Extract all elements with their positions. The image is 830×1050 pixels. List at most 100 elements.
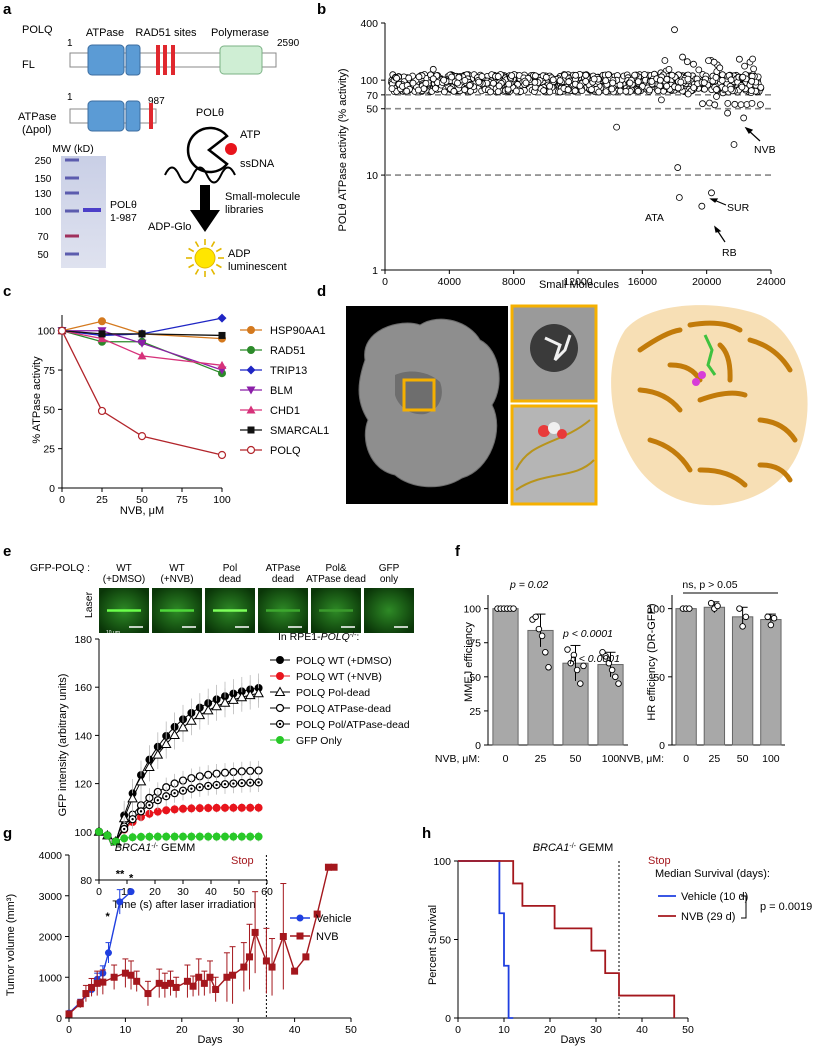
f-right-bar: [760, 619, 782, 746]
b-point: [748, 100, 756, 107]
f-right-bar: [703, 606, 726, 746]
g-significance-star: *: [105, 911, 110, 923]
fl-start: 1: [67, 38, 73, 49]
panel-label-c: c: [3, 283, 11, 300]
g-marker: [212, 985, 220, 993]
e-marker: [179, 804, 187, 813]
b-point: [595, 88, 603, 96]
g-ytick-label: 4000: [39, 850, 63, 862]
gel-band: [83, 208, 101, 212]
b-point: [582, 71, 590, 79]
c-marker: [137, 351, 147, 360]
f-pval-3: p < 0.0001: [569, 653, 620, 665]
ladder-band: [65, 158, 79, 162]
e-xtick-label: 0: [96, 886, 102, 898]
e-marker: [127, 792, 138, 803]
panel-label-g: g: [3, 825, 12, 842]
scheme-atp-label: ATP: [240, 129, 261, 141]
f-left-point: [577, 680, 584, 687]
panel-label-a: a: [3, 1, 12, 18]
f-left-xtick-label: 100: [602, 753, 620, 765]
b-ytick-label: 50: [366, 104, 378, 116]
b-point: [748, 77, 756, 85]
e-legend-label: POLQ Pol-dead: [296, 687, 370, 699]
b-point: [738, 83, 746, 91]
c-marker: [217, 450, 227, 460]
b-point: [508, 72, 516, 79]
c-legend-marker: [247, 346, 255, 354]
sun-icon: [186, 239, 224, 277]
sun-ray: [188, 247, 195, 253]
c-axes: 0 25 50 75 100 0 25 50 75 100: [37, 315, 231, 506]
fl-end: 2590: [277, 38, 300, 49]
e-ytick-label: 80: [80, 875, 92, 887]
f-right-point: [686, 605, 693, 612]
h-series: [458, 860, 676, 1019]
atpase-domain-1: [87, 100, 125, 132]
b-point: [741, 62, 748, 70]
g-marker: [245, 953, 253, 961]
g-marker: [251, 928, 259, 936]
e-legend-marker: [275, 703, 285, 713]
b-point: [448, 73, 456, 81]
e-image-title: WT: [169, 563, 185, 574]
b-ytick-label: 10: [366, 170, 378, 182]
sun-ray: [215, 247, 222, 253]
e-legend-label: POLQ WT (+DMSO): [296, 655, 392, 667]
scheme-enzyme-label: POLθ: [196, 107, 224, 119]
c-legend-marker: [246, 386, 256, 395]
h-pval: p = 0.0019: [760, 901, 812, 913]
e-marker: [144, 761, 155, 771]
sun-ray: [210, 241, 216, 248]
e-marker: [170, 832, 179, 841]
g-marker: [324, 863, 332, 871]
f-left-point: [570, 651, 578, 659]
g-marker: [93, 979, 101, 987]
e-ytick-label: 100: [74, 827, 92, 839]
e-xtick-label: 50: [233, 886, 245, 898]
e-marker-dot: [198, 785, 201, 789]
f-left-point: [605, 659, 613, 667]
e-series: [93, 673, 264, 846]
c-ytick-label: 75: [43, 365, 55, 377]
arrowhead-sur: [709, 198, 719, 203]
g-line-nvb: [68, 866, 335, 1015]
c-legend-label: CHD1: [270, 405, 300, 417]
b-point: [683, 58, 691, 66]
panel-labels: a b c d e f g h: [3, 1, 461, 842]
g-marker: [240, 963, 248, 971]
c-xtick-label: 25: [96, 494, 108, 506]
b-point: [679, 53, 686, 61]
b-xtick-label: 24000: [756, 276, 785, 288]
e-cell-image: [364, 588, 414, 633]
g-marker: [127, 888, 135, 896]
b-point: [641, 71, 648, 78]
b-point: [757, 101, 764, 108]
e-image-subtitle: ATPase dead: [306, 574, 366, 585]
g-xlabel: Days: [197, 1034, 223, 1046]
fl-atpase-domain-2: [125, 44, 141, 76]
panel-h: BRCA1-/- GEMM Percent Survival Days 0 10 2…: [427, 842, 812, 1046]
g-marker: [161, 981, 169, 989]
e-marker: [195, 804, 204, 813]
f-left-bar: [492, 608, 519, 746]
b-point: [634, 87, 642, 95]
e-marker-dot: [123, 827, 126, 831]
h-legend-title: Median Survival (days):: [655, 868, 770, 880]
polq-pacman-icon: [186, 126, 229, 174]
gel-band-label-2: 1-987: [110, 212, 137, 224]
e-marker: [137, 832, 145, 841]
g-ytick-label: 3000: [39, 891, 63, 903]
g-marker: [133, 977, 141, 985]
h-axes: 0 10 20 30 40 50 0 50 100: [433, 856, 694, 1036]
b-point: [674, 164, 682, 171]
b-point: [690, 60, 697, 68]
f-left-bar: [527, 629, 554, 746]
b-point: [576, 82, 584, 90]
e-marker: [221, 832, 229, 841]
d-helix: [637, 327, 683, 353]
panel-label-d: d: [317, 283, 326, 300]
b-point: [684, 90, 692, 98]
h-step-vehicle: [458, 860, 514, 1019]
b-point: [461, 86, 469, 94]
